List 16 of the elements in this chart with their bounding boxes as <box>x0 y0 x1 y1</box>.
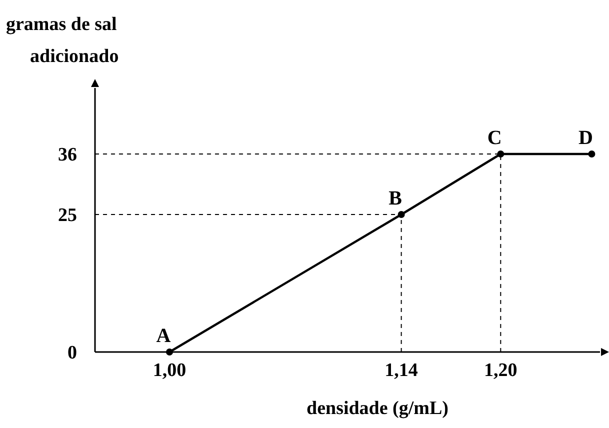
y-tick-label: 25 <box>58 205 77 226</box>
y-tick-label: 36 <box>58 144 77 166</box>
x-tick-label: 1,20 <box>484 360 518 381</box>
point <box>166 348 174 356</box>
x-tick-label: 1,00 <box>152 360 186 381</box>
x-axis-title: densidade (g/mL) <box>306 398 448 419</box>
point <box>497 150 504 158</box>
annotation: D <box>578 127 593 149</box>
x-tick-label: 1,14 <box>384 360 418 381</box>
annotation: B <box>388 188 402 210</box>
point <box>588 150 596 158</box>
y-tick-label: 0 <box>68 342 77 364</box>
annotation: A <box>156 325 172 347</box>
annotation: C <box>487 127 502 149</box>
point <box>398 211 405 218</box>
y-axis-title: gramas de sal adicionado <box>6 14 119 67</box>
